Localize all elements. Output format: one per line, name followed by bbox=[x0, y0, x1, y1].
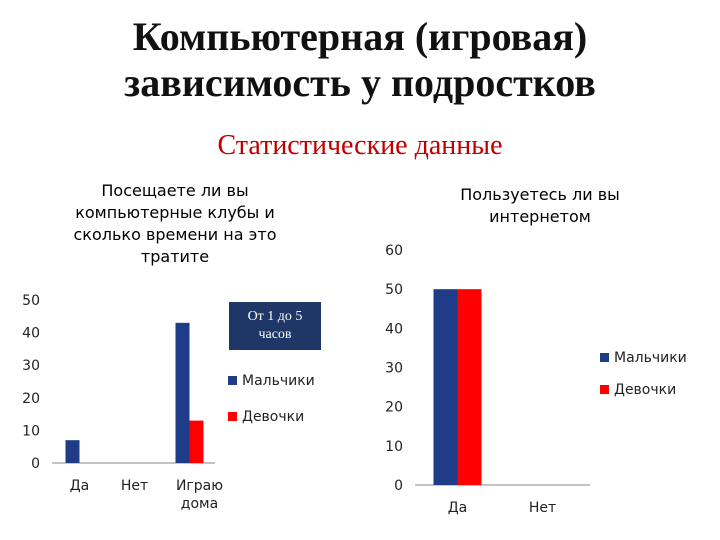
chart2-ytick-label: 40 bbox=[385, 321, 403, 337]
chart2-ytick-label: 20 bbox=[385, 400, 403, 416]
slide-title-line2: зависимость у подростков bbox=[124, 60, 596, 105]
chart2-ytick-label: 0 bbox=[394, 478, 403, 494]
chart1-category-label: Нет bbox=[121, 478, 148, 494]
chart1-ytick-label: 30 bbox=[22, 358, 40, 374]
slide-subtitle: Статистические данные bbox=[217, 130, 503, 161]
chart1-title: Посещаете ли вы компьютерные клубы и ско… bbox=[73, 181, 277, 266]
chart1-ytick-label: 50 bbox=[22, 293, 40, 309]
chart1-category-label: Да bbox=[70, 478, 90, 494]
chart2-title: Пользуетесь ли вы интернетом bbox=[460, 185, 620, 226]
chart1-category-label: Играю дома bbox=[176, 478, 223, 512]
chart1-bar-boys bbox=[175, 322, 190, 463]
chart1-annotation-callout: От 1 до 5 часов bbox=[229, 302, 321, 350]
chart1-legend-swatch bbox=[228, 412, 237, 421]
chart1-legend-label: Девочки bbox=[242, 409, 304, 425]
chart1-ytick-label: 10 bbox=[22, 423, 40, 439]
chart1-ytick-label: 20 bbox=[22, 391, 40, 407]
chart2-ytick-label: 50 bbox=[385, 282, 403, 298]
chart2-legend-swatch bbox=[600, 385, 609, 394]
slide-title: Компьютерная (игровая) зависимость у под… bbox=[0, 14, 720, 106]
chart1-ytick-label: 40 bbox=[22, 326, 40, 342]
chart2-ytick-label: 60 bbox=[385, 243, 403, 259]
chart2-category-label: Да bbox=[448, 500, 468, 516]
chart2-legend-label: Мальчики bbox=[614, 350, 687, 366]
slide-title-line1: Компьютерная (игровая) bbox=[132, 14, 588, 59]
chart2-bar-boys bbox=[433, 289, 458, 485]
chart1-bar-girls bbox=[189, 420, 204, 463]
chart2-category-label: Нет bbox=[529, 500, 556, 516]
chart1-legend-swatch bbox=[228, 376, 237, 385]
chart1-ytick-label: 0 bbox=[31, 456, 40, 472]
chart2-legend-label: Девочки bbox=[614, 382, 676, 398]
chart1-legend-label: Мальчики bbox=[242, 373, 315, 389]
chart2-ytick-label: 30 bbox=[385, 361, 403, 377]
chart1-bar-boys bbox=[65, 440, 80, 463]
chart2-bar-girls bbox=[457, 289, 482, 485]
chart2-ytick-label: 10 bbox=[385, 439, 403, 455]
chart2-legend-swatch bbox=[600, 353, 609, 362]
